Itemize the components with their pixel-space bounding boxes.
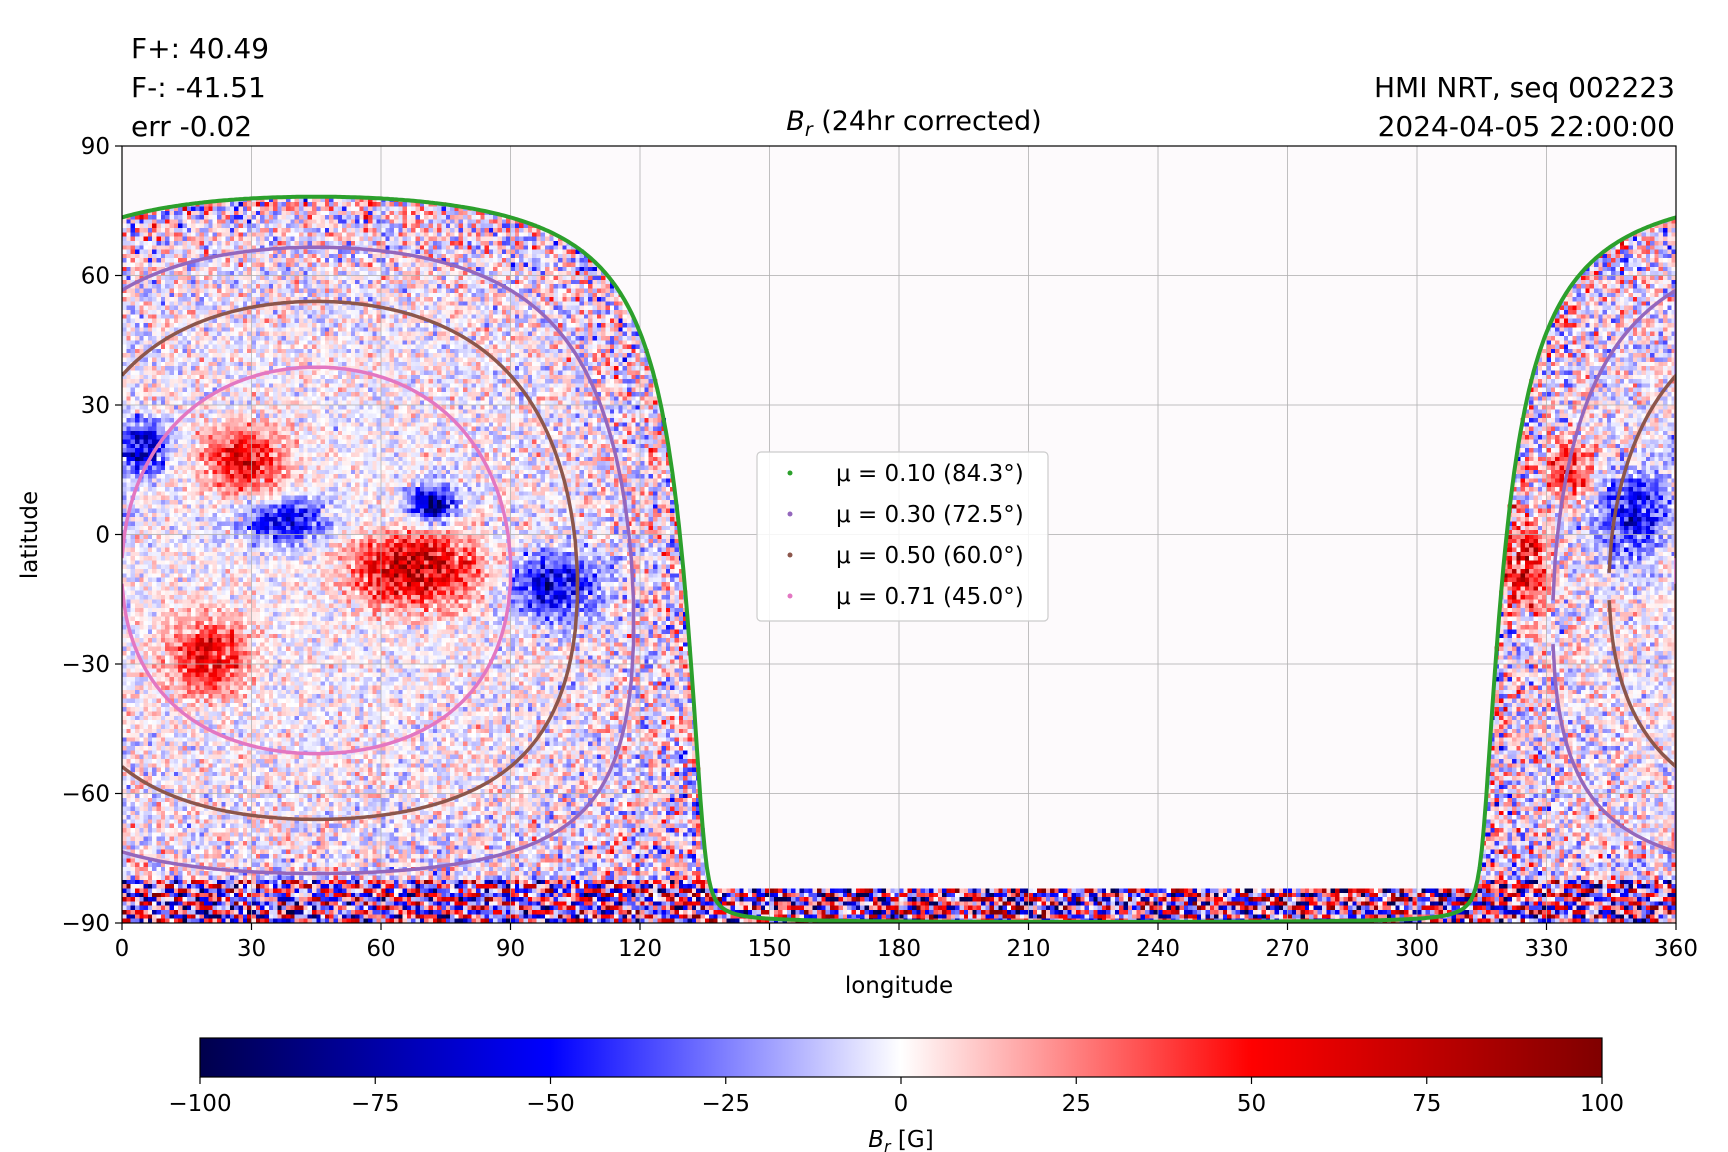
- colorbar-tick-label: 25: [1062, 1091, 1091, 1117]
- chart-title: Br (24hr corrected): [786, 106, 1041, 141]
- x-tick-label: 0: [115, 936, 130, 962]
- title-symbol: B: [786, 106, 805, 137]
- legend-label-3: μ = 0.71 (45.0°): [836, 584, 1024, 610]
- legend-box: [756, 451, 1049, 622]
- colorbar-tick-label: 75: [1412, 1091, 1441, 1117]
- colorbar-tick-label: 100: [1580, 1091, 1624, 1117]
- colorbar-tick-label: −75: [351, 1091, 400, 1117]
- colorbar-tick-label: −100: [168, 1091, 231, 1117]
- mu-contour-1: [1551, 288, 1676, 854]
- y-tick-label: −90: [61, 911, 110, 937]
- x-tick-label: 330: [1525, 936, 1569, 962]
- colorbar-tick-label: −50: [526, 1091, 575, 1117]
- colorbar-ticks: −100 −75 −50 −25 0 25 50 75 100: [168, 1077, 1624, 1117]
- y-tick-label: 90: [81, 134, 110, 160]
- mu-contour-2: [1607, 373, 1676, 769]
- mu-contour-2: [122, 299, 580, 822]
- x-tick-label: 180: [877, 936, 921, 962]
- mu-contour-1: [122, 245, 636, 876]
- x-tick-label: 120: [618, 936, 662, 962]
- flux-positive: F+: 40.49: [131, 32, 270, 65]
- mu-contours: [122, 194, 1676, 923]
- x-tick-label: 30: [237, 936, 266, 962]
- y-axis-label: latitude: [17, 491, 43, 579]
- x-tick-label: 150: [748, 936, 792, 962]
- x-axis-label: longitude: [845, 973, 953, 999]
- x-tick-label: 240: [1136, 936, 1180, 962]
- flux-summary: F+: 40.49 F-: -41.51 err -0.02: [131, 29, 269, 146]
- legend-label-0: μ = 0.10 (84.3°): [836, 461, 1024, 487]
- data-source-info: HMI NRT, seq 002223 2024-04-05 22:00:00: [1374, 68, 1675, 146]
- y-tick-label: −60: [61, 782, 110, 808]
- colorbar-tick-label: 50: [1237, 1091, 1266, 1117]
- x-tick-label: 360: [1654, 936, 1698, 962]
- x-tick-label: 210: [1007, 936, 1051, 962]
- legend-marker-0: [787, 470, 793, 476]
- flux-error: err -0.02: [131, 110, 253, 143]
- observation-timestamp: 2024-04-05 22:00:00: [1377, 110, 1675, 143]
- x-tick-label: 90: [496, 936, 525, 962]
- mu-contour-0: [122, 194, 1676, 923]
- title-rest: (24hr corrected): [813, 106, 1042, 137]
- colorbar-label-rest: [G]: [891, 1127, 934, 1152]
- colorbar-tick-label: −25: [701, 1091, 750, 1117]
- legend-label-1: μ = 0.30 (72.5°): [836, 502, 1024, 528]
- colorbar: −100 −75 −50 −25 0 25 50 75 100 Br [G]: [168, 1037, 1624, 1152]
- y-tick-label: −30: [61, 652, 110, 678]
- y-axis-ticks: −90 −60 −30 0 30 60 90: [61, 134, 122, 937]
- colorbar-tick-label: 0: [894, 1091, 909, 1117]
- y-tick-label: 0: [95, 523, 110, 549]
- x-tick-label: 270: [1266, 936, 1310, 962]
- instrument-sequence: HMI NRT, seq 002223: [1373, 71, 1675, 104]
- x-tick-label: 60: [366, 936, 395, 962]
- legend: μ = 0.10 (84.3°) μ = 0.30 (72.5°) μ = 0.50…: [756, 451, 1049, 622]
- title-subscript: r: [805, 119, 814, 141]
- colorbar-label-symbol: B: [868, 1127, 884, 1152]
- legend-marker-3: [787, 593, 793, 599]
- mu-contour-3: [122, 365, 513, 756]
- legend-label-2: μ = 0.50 (60.0°): [836, 543, 1024, 569]
- legend-marker-2: [787, 552, 793, 558]
- x-tick-label: 300: [1395, 936, 1439, 962]
- x-axis-ticks: 0 30 60 90 120 150 180 210 240 270 300 330 360: [115, 923, 1698, 962]
- colorbar-gradient: [199, 1037, 1603, 1078]
- legend-marker-1: [787, 511, 793, 517]
- y-tick-label: 60: [81, 264, 110, 290]
- colorbar-label-subscript: r: [884, 1137, 892, 1152]
- y-tick-label: 30: [81, 393, 110, 419]
- flux-negative: F-: -41.51: [131, 71, 266, 104]
- colorbar-label: Br [G]: [868, 1127, 933, 1152]
